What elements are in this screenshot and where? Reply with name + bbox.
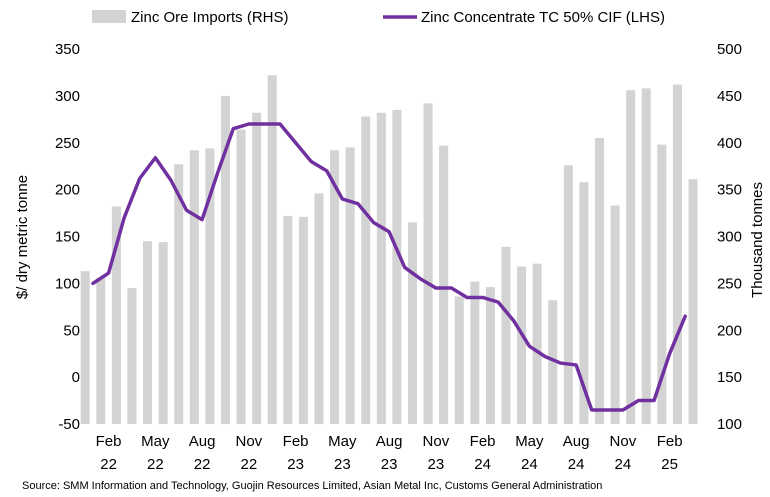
x-tick-year: 24 — [568, 456, 585, 473]
left-tick-label: 300 — [55, 88, 80, 105]
x-tick-year: 24 — [521, 456, 538, 473]
legend: Zinc Ore Imports (RHS) Zinc Concentrate … — [92, 9, 665, 26]
bar — [594, 138, 605, 424]
x-tick-year: 23 — [428, 456, 445, 473]
bar — [174, 164, 184, 424]
right-tick-label: 450 — [717, 88, 742, 105]
x-tick-year: 25 — [661, 456, 678, 473]
bar — [626, 90, 636, 424]
bar — [111, 206, 121, 424]
legend-bar-label: Zinc Ore Imports (RHS) — [131, 9, 289, 26]
right-tick-label: 350 — [717, 182, 742, 199]
bar — [470, 281, 480, 424]
right-axis-title: Thousand tonnes — [749, 182, 766, 298]
bar — [672, 84, 682, 425]
bar — [252, 112, 262, 424]
bar — [407, 222, 417, 424]
bar — [657, 144, 667, 425]
legend-line-label: Zinc Concentrate TC 50% CIF (LHS) — [421, 9, 665, 26]
x-tick-month: May — [515, 433, 544, 450]
bar — [548, 300, 558, 424]
bar — [189, 150, 199, 424]
left-tick-label: 0 — [72, 369, 80, 386]
bar — [501, 246, 511, 424]
bar — [392, 109, 402, 424]
x-tick-month: Feb — [470, 433, 496, 450]
x-tick-month: May — [328, 433, 357, 450]
bar — [439, 145, 449, 424]
left-tick-label: 200 — [55, 182, 80, 199]
line-series — [91, 122, 687, 412]
right-tick-label: 200 — [717, 322, 742, 339]
bar — [423, 103, 433, 425]
bar — [330, 150, 340, 424]
bar — [127, 288, 137, 424]
x-tick-year: 22 — [147, 456, 164, 473]
x-tick-month: Feb — [657, 433, 683, 450]
bar — [532, 263, 542, 424]
bar — [485, 287, 495, 425]
x-tick-month: Nov — [423, 433, 450, 450]
right-tick-label: 250 — [717, 275, 742, 292]
right-tick-label: 150 — [717, 369, 742, 386]
bar — [688, 179, 698, 424]
source-note: Source: SMM Information and Technology, … — [22, 480, 603, 492]
x-tick-year: 22 — [100, 456, 117, 473]
x-axis: Feb 22 May 22 Aug 22 Nov 22 Feb 23 May 23 Aug 23 Nov 23… — [96, 433, 683, 473]
bar — [267, 75, 277, 424]
left-tick-label: 350 — [55, 41, 80, 58]
bar — [454, 296, 464, 424]
bar — [96, 277, 106, 424]
x-tick-year: 23 — [287, 456, 304, 473]
right-tick-label: 300 — [717, 229, 742, 246]
bar — [517, 266, 527, 424]
x-tick-month: Feb — [96, 433, 122, 450]
x-tick-year: 24 — [474, 456, 491, 473]
bar — [361, 116, 371, 424]
x-tick-month: Aug — [563, 433, 590, 450]
legend-bar-swatch — [92, 10, 126, 23]
left-tick-label: 150 — [55, 229, 80, 246]
bar — [236, 129, 246, 425]
bar — [376, 112, 386, 424]
x-tick-month: Nov — [610, 433, 637, 450]
bar — [610, 205, 620, 424]
right-tick-label: 400 — [717, 135, 742, 152]
bar — [205, 148, 215, 425]
bar — [220, 95, 230, 425]
x-tick-month: Feb — [283, 433, 309, 450]
bar — [143, 241, 153, 424]
bar-series — [80, 75, 698, 425]
x-tick-year: 24 — [615, 456, 632, 473]
bar — [80, 271, 90, 424]
x-tick-month: Nov — [235, 433, 262, 450]
x-tick-year: 23 — [381, 456, 398, 473]
x-tick-year: 22 — [194, 456, 211, 473]
left-tick-label: 50 — [63, 322, 80, 339]
bar — [158, 242, 168, 425]
bar — [314, 193, 324, 425]
left-axis: -50 0 50 100 150 200 250 300 350 — [55, 41, 80, 433]
x-tick-month: Aug — [189, 433, 216, 450]
bar — [283, 215, 293, 424]
left-axis-title: $/ dry metric tonne — [14, 175, 31, 299]
bar — [345, 147, 355, 424]
x-tick-month: Aug — [376, 433, 403, 450]
bar — [641, 88, 651, 425]
x-tick-month: May — [141, 433, 170, 450]
x-tick-year: 22 — [240, 456, 257, 473]
x-tick-year: 23 — [334, 456, 351, 473]
left-tick-label: 100 — [55, 275, 80, 292]
bar — [579, 182, 589, 425]
right-axis: 100 150 200 250 300 350 400 450 500 — [717, 41, 742, 433]
left-tick-label: 250 — [55, 135, 80, 152]
bar — [298, 216, 308, 424]
right-tick-label: 500 — [717, 41, 742, 58]
bar — [563, 165, 573, 424]
right-tick-label: 100 — [717, 416, 742, 433]
left-tick-label: -50 — [58, 416, 80, 433]
tc-line — [91, 122, 687, 412]
